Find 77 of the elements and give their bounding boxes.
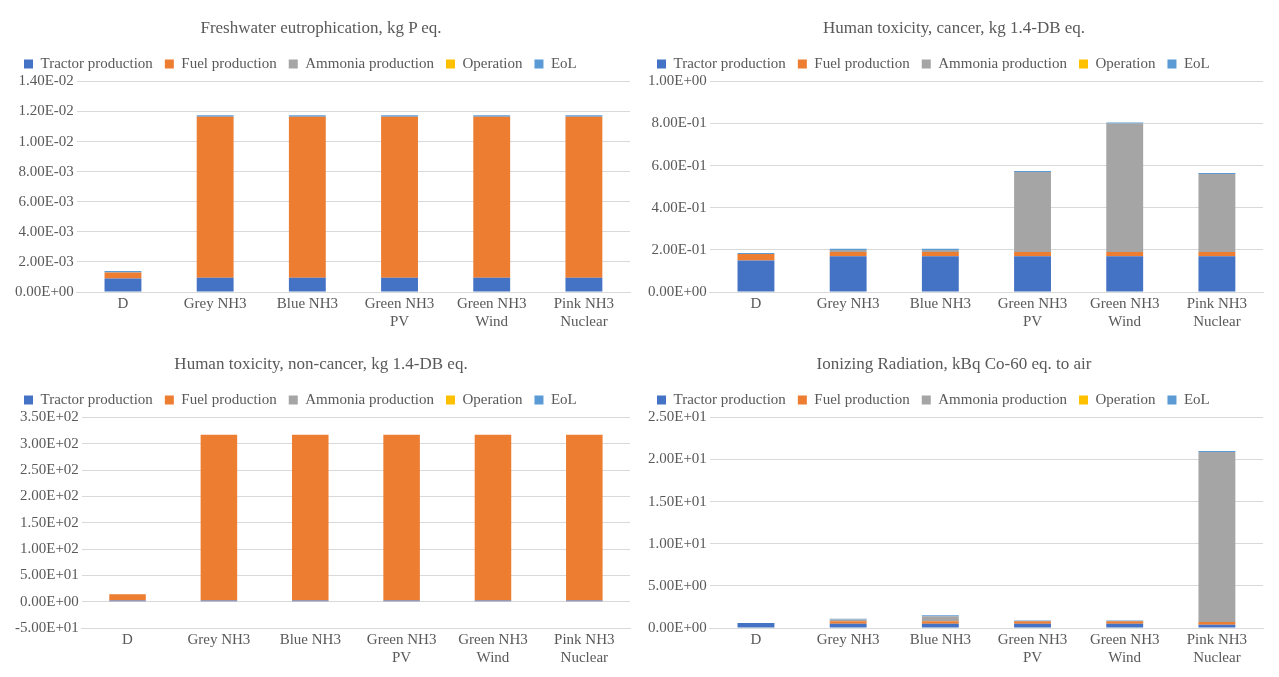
x-tick-label: Green NH3 PV [366,630,437,665]
y-tick-label: 0.00E+00 [648,618,707,635]
x-tick-label: Green NH3 PV [997,294,1068,329]
y-tick-label: 1.20E-02 [18,102,74,119]
y-tick-label: 6.00E-03 [18,192,74,209]
x-tick-label: Green NH3 Wind [1089,630,1160,665]
y-tick-label: 1.00E+01 [648,534,707,551]
y-tick-label: 1.00E+00 [648,72,707,89]
x-tick-label: Green NH3 Wind [456,294,527,329]
y-tick-label: 3.00E+02 [19,434,79,451]
y-tick-label: 1.40E-02 [18,72,74,89]
legend-label: Operation [1095,390,1156,407]
y-tick-label: 1.50E+01 [648,492,707,509]
x-tick-label: D [750,630,762,647]
y-tick-label: 2.00E-03 [18,252,74,269]
x-tick-label: Pink NH3 Nuclear [1186,630,1248,665]
legend-label: Tractor production [673,390,787,407]
legend-label: Fuel production [181,54,278,71]
legend-label: Ammonia production [938,390,1068,407]
y-tick-label: 4.00E-03 [18,222,74,239]
legend-label: Ammonia production [305,54,435,71]
y-tick-label: 1.00E-02 [18,132,74,149]
y-tick-label: 0.00E+00 [648,282,707,299]
x-tick-label: D [122,630,134,647]
legend-label: Tractor production [40,390,154,407]
legend-label: Operation [1095,54,1156,71]
x-tick-label: Pink NH3 Nuclear [553,294,615,329]
legend-label: EoL [1183,54,1210,71]
legend-label: Tractor production [673,54,787,71]
legend-label: EoL [550,54,577,71]
y-tick-label: -5.00E+01 [14,618,79,635]
x-tick-label: Green NH3 Wind [458,630,528,665]
x-tick-label: Blue NH3 [276,294,338,311]
y-tick-label: 2.50E+02 [19,460,79,477]
chart-title: Human toxicity, non-cancer, kg 1.4-DB eq. [174,353,468,373]
legend-label: Fuel production [181,390,278,407]
x-tick-label: Pink NH3 Nuclear [554,630,615,665]
x-tick-label: Green NH3 PV [997,630,1068,665]
chart-title: Freshwater eutrophication, kg P eq. [200,17,442,37]
legend-label: EoL [550,390,577,407]
y-tick-label: 5.00E+01 [19,566,79,583]
legend-label: Ammonia production [938,54,1068,71]
legend-label: Fuel production [814,54,911,71]
y-tick-label: 8.00E-03 [18,162,74,179]
x-tick-label: Grey NH3 [816,294,880,311]
chart-title: Ionizing Radiation, kBq Co-60 eq. to air [816,353,1092,373]
y-tick-label: 3.50E+02 [19,408,79,425]
legend-label: EoL [1183,390,1210,407]
y-tick-label: 1.50E+02 [19,513,79,530]
x-tick-label: Blue NH3 [909,630,971,647]
x-tick-label: Blue NH3 [909,294,971,311]
y-tick-label: 1.00E+02 [19,539,79,556]
y-tick-label: 6.00E-01 [651,156,707,173]
y-tick-label: 0.00E+00 [19,592,79,609]
y-tick-label: 8.00E-01 [651,114,707,131]
y-tick-label: 2.50E+01 [648,408,707,425]
x-tick-label: Green NH3 Wind [1089,294,1160,329]
y-tick-label: 0.00E+00 [15,282,74,299]
legend-label: Operation [462,390,523,407]
x-tick-label: Green NH3 PV [364,294,435,329]
chart-title: Human toxicity, cancer, kg 1.4-DB eq. [822,17,1086,37]
legend-label: Tractor production [40,54,154,71]
legend-label: Operation [462,54,523,71]
x-tick-label: D [117,294,129,311]
x-tick-label: Blue NH3 [279,630,341,647]
y-tick-label: 4.00E-01 [651,198,707,215]
y-tick-label: 2.00E-01 [651,240,707,257]
x-tick-label: Grey NH3 [816,630,880,647]
legend-label: Fuel production [814,390,911,407]
x-tick-label: Grey NH3 [187,630,251,647]
x-tick-label: D [750,294,762,311]
x-tick-label: Grey NH3 [183,294,247,311]
y-tick-label: 2.00E+02 [19,487,79,504]
y-tick-label: 2.00E+01 [648,450,707,467]
x-tick-label: Pink NH3 Nuclear [1186,294,1248,329]
legend-label: Ammonia production [305,390,435,407]
y-tick-label: 5.00E+00 [648,576,707,593]
